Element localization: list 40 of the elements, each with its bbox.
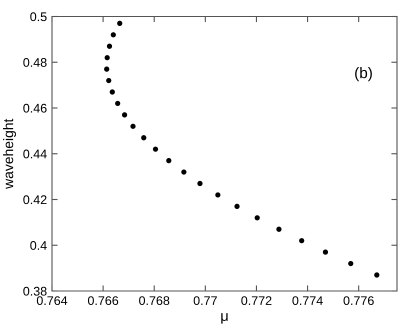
point [141,135,146,140]
y-axis-title: waveheight [3,118,16,189]
x-tick-label: 0.774 [292,296,323,306]
y-tick-label: 0.46 [23,104,47,113]
y-tick-label: 0.5 [30,12,47,22]
point [115,100,120,106]
x-tick-label: 0.772 [241,296,272,306]
point [122,112,128,118]
x-tick-label: 0.77 [194,296,217,306]
point [110,89,115,95]
y-tick-label: 0.42 [23,195,47,204]
point [374,272,380,278]
point [322,250,328,255]
point [110,32,116,38]
point [106,44,112,49]
point [130,124,136,129]
point [197,180,203,186]
point [299,238,304,244]
x-tick-label: 0.764 [36,296,68,306]
y-tick-label: 0.4 [30,241,47,250]
point [106,78,112,84]
point [104,66,110,72]
point [152,146,158,152]
y-tick-label: 0.44 [23,150,47,158]
point [104,55,110,60]
y-tick-label: 0.48 [23,58,47,67]
annotation: (b) [355,67,372,82]
point [254,215,260,220]
point [181,169,186,175]
x-tick-label: 0.776 [344,296,374,306]
x-axis-title: μ [221,313,228,324]
x-tick-label: 0.768 [139,296,170,306]
y-tick-label: 0.38 [23,286,47,296]
point [166,158,172,164]
x-tick-label: 0.766 [88,296,118,306]
point [215,192,220,198]
point [348,260,354,266]
point [117,20,122,26]
point [276,226,282,232]
point [234,204,240,209]
